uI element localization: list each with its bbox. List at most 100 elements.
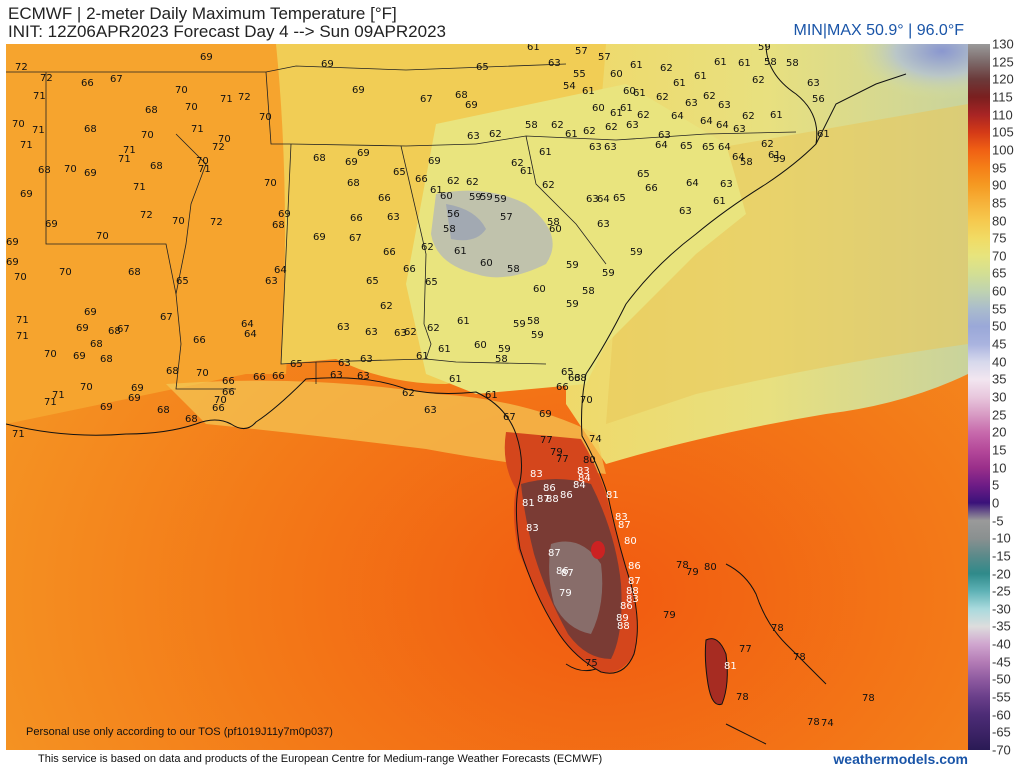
temperature-value: 69: [428, 156, 441, 167]
temperature-value: 63: [679, 206, 692, 217]
temperature-value: 58: [443, 224, 456, 235]
temperature-value: 78: [793, 652, 806, 663]
temperature-value: 63: [604, 142, 617, 153]
temperature-value: 62: [402, 388, 415, 399]
temperature-value: 60: [440, 191, 453, 202]
temperature-value: 79: [663, 610, 676, 621]
scale-tick-label: 95: [992, 160, 1007, 176]
temperature-value: 71: [118, 154, 131, 165]
temperature-value: 66: [350, 213, 363, 224]
temperature-value: 68: [166, 366, 179, 377]
temperature-value: 67: [160, 312, 173, 323]
temperature-value: 77: [540, 435, 553, 446]
color-scale-ticks: 130 125 120 115 110 105 100 95 90 85 80 75 70 65 60 55 5…: [990, 37, 1024, 758]
temperature-value: 62: [605, 122, 618, 133]
temperature-value: 79: [550, 447, 563, 458]
temperature-value: 71: [44, 397, 57, 408]
color-scale-bar: [968, 44, 990, 750]
temperature-value: 87: [618, 520, 631, 531]
temperature-value: 89: [616, 613, 629, 624]
temperature-value: 62: [489, 129, 502, 140]
temperature-value: 63: [548, 58, 561, 69]
temperature-value: 68: [313, 153, 326, 164]
temperature-value: 78: [862, 693, 875, 704]
temperature-value: 59: [773, 154, 786, 165]
temperature-value: 74: [589, 434, 602, 445]
temperature-value: 69: [6, 257, 19, 268]
temperature-value: 71: [33, 91, 46, 102]
temperature-value: 61: [768, 150, 781, 161]
temperature-value: 67: [117, 324, 130, 335]
temperature-value: 62: [511, 158, 524, 169]
temperature-value: 61: [817, 129, 830, 140]
temperature-value: 69: [200, 52, 213, 63]
temperature-value: 70: [172, 216, 185, 227]
temperature-value: 70: [196, 368, 209, 379]
temperature-value: 87: [548, 548, 561, 559]
scale-tick-label: 130: [992, 36, 1014, 52]
temperature-value: 70: [259, 112, 272, 123]
lake-okeechobee: [591, 541, 605, 559]
scale-tick-label: -30: [992, 601, 1011, 617]
temperature-value: 64: [241, 319, 254, 330]
temperature-value: 58: [507, 264, 520, 275]
temperature-value: 68: [145, 105, 158, 116]
scale-tick-label: -40: [992, 636, 1011, 652]
temperature-value: 87: [537, 494, 550, 505]
temperature-value: 68: [108, 326, 121, 337]
temperature-value: 68: [157, 405, 170, 416]
scale-tick-label: 75: [992, 230, 1007, 246]
temperature-value: 69: [84, 168, 97, 179]
temperature-value: 66: [383, 247, 396, 258]
temperature-value: 86: [556, 566, 569, 577]
scale-tick-label: -70: [992, 742, 1011, 758]
temperature-value: 62: [583, 126, 596, 137]
temperature-value: 58: [527, 316, 540, 327]
site-link[interactable]: weathermodels.com: [833, 751, 968, 767]
temperature-value: 87: [628, 576, 641, 587]
temperature-value: 61: [713, 196, 726, 207]
temperature-value: 72: [40, 73, 53, 84]
temperature-value: 55: [573, 69, 586, 80]
temperature-value: 63: [568, 373, 581, 384]
temperature-value: 63: [387, 212, 400, 223]
temperature-value: 59: [566, 299, 579, 310]
temperature-value: 78: [807, 717, 820, 728]
temperature-value: 66: [645, 183, 658, 194]
temperature-value: 81: [724, 661, 737, 672]
scale-tick-label: -55: [992, 689, 1011, 705]
temperature-value: 72: [210, 217, 223, 228]
scale-tick-label: -45: [992, 654, 1011, 670]
temperature-map: 72 72 71 66 67 69 69 70 71 72 70 68 70 69 67 68 69 65 63 61…: [6, 44, 968, 750]
temperature-value: 62: [427, 323, 440, 334]
temperature-value: 62: [656, 92, 669, 103]
temperature-value: 88: [546, 494, 559, 505]
temperature-value: 83: [526, 523, 539, 534]
temperature-value: 69: [352, 85, 365, 96]
temperature-value: 62: [752, 75, 765, 86]
temperature-value: 68: [574, 373, 587, 384]
temperature-value: 74: [821, 718, 834, 729]
temperature-value: 87: [561, 568, 574, 579]
scale-tick-label: -25: [992, 583, 1011, 599]
temperature-value: 58: [525, 120, 538, 131]
temperature-value: 70: [64, 164, 77, 175]
temperature-value: 65: [290, 359, 303, 370]
temperature-value: 71: [16, 331, 29, 342]
west-warm-land: [6, 44, 306, 424]
temperature-value: 69: [76, 323, 89, 334]
temperature-value: 66: [403, 264, 416, 275]
scale-tick-label: 50: [992, 318, 1007, 334]
temperature-value: 78: [676, 560, 689, 571]
temperature-value: 59: [602, 268, 615, 279]
temperature-value: 80: [624, 536, 637, 547]
temperature-value: 66: [222, 387, 235, 398]
temperature-value: 66: [193, 335, 206, 346]
scale-tick-label: 105: [992, 124, 1014, 140]
temperature-value: 60: [533, 284, 546, 295]
scale-tick-label: -5: [992, 513, 1004, 529]
temperature-value: 70: [96, 231, 109, 242]
